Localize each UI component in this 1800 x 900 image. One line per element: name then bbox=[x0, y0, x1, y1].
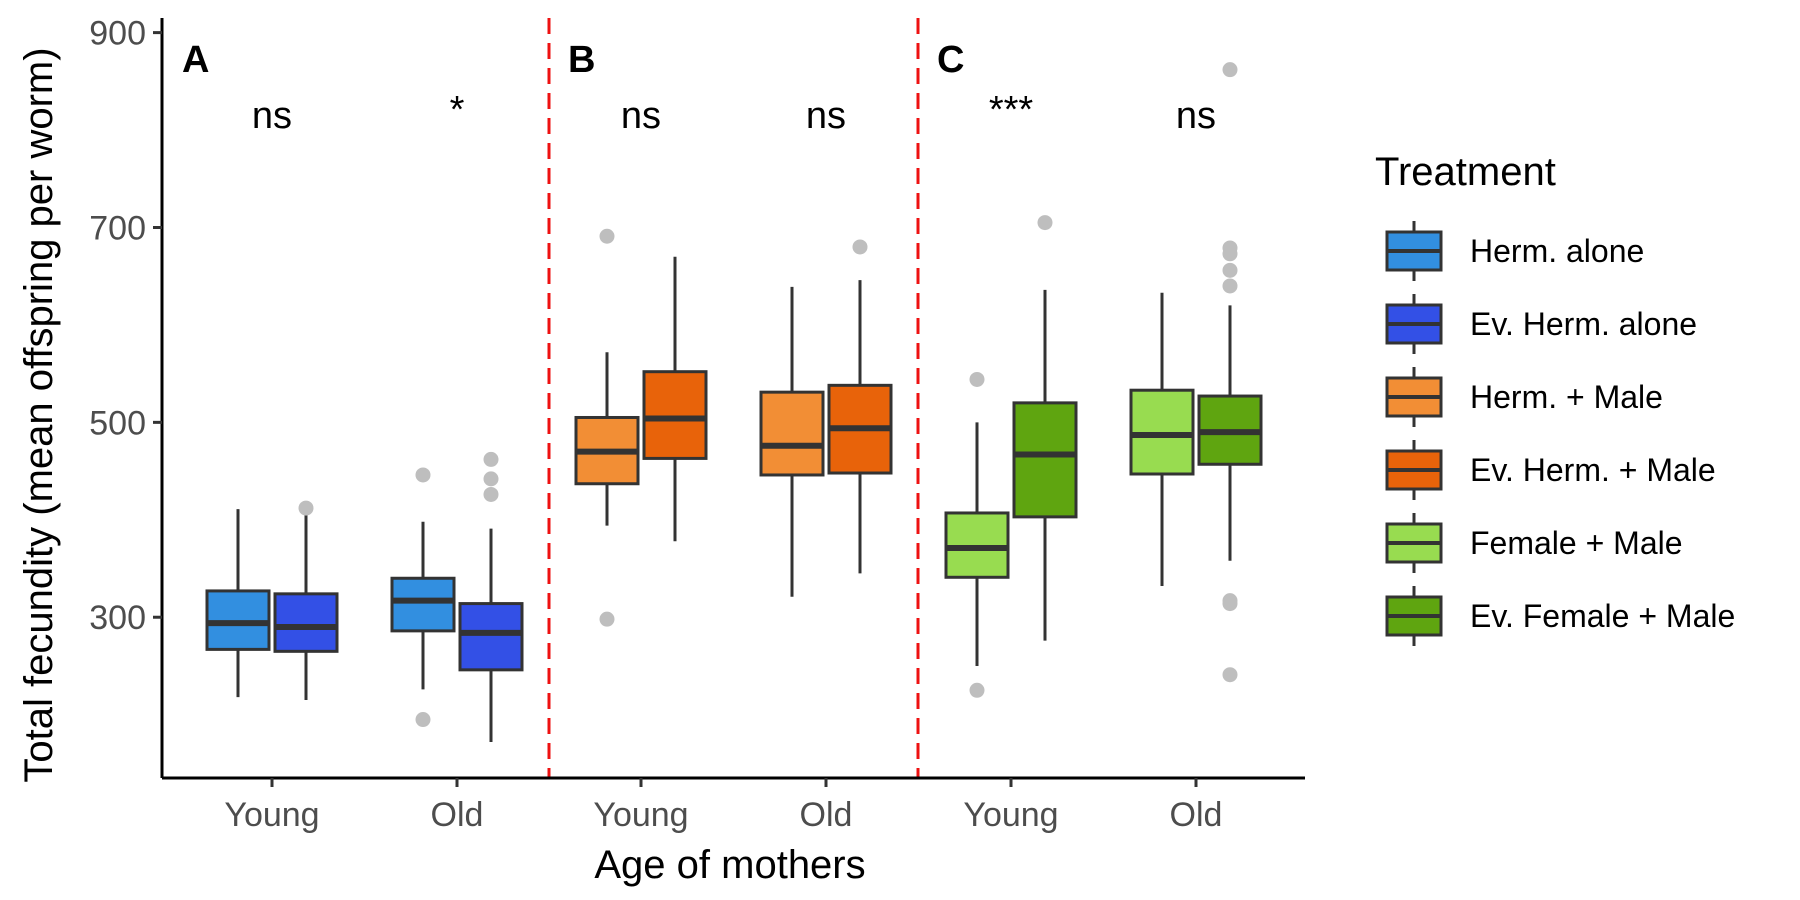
legend-title: Treatment bbox=[1375, 150, 1556, 194]
legend-item: Ev. Herm. + Male bbox=[1385, 440, 1716, 500]
box-10 bbox=[1012, 215, 1078, 641]
legend-label: Herm. alone bbox=[1470, 233, 1644, 269]
x-tick-label: Young bbox=[963, 796, 1058, 834]
outlier-point bbox=[1222, 240, 1238, 256]
panel-labels: A B C bbox=[182, 39, 964, 81]
outlier-point bbox=[483, 471, 499, 487]
significance-label: *** bbox=[989, 89, 1034, 131]
box-9 bbox=[944, 371, 1010, 698]
box-7 bbox=[759, 286, 825, 597]
panel-label-B: B bbox=[568, 39, 595, 81]
significance-label: ns bbox=[806, 95, 846, 137]
box-2 bbox=[273, 500, 339, 701]
outlier-point bbox=[415, 467, 431, 483]
x-tick-label: Old bbox=[1170, 796, 1223, 834]
significance-label: ns bbox=[621, 95, 661, 137]
x-axis-title: Age of mothers bbox=[594, 843, 865, 887]
outlier-point bbox=[1037, 215, 1053, 231]
box-12 bbox=[1197, 62, 1263, 683]
box-5 bbox=[574, 228, 640, 627]
legend-label: Ev. Herm. alone bbox=[1470, 306, 1697, 342]
outlier-point bbox=[1222, 667, 1238, 683]
legend-label: Ev. Herm. + Male bbox=[1470, 452, 1716, 488]
box-11 bbox=[1129, 292, 1195, 587]
box-body bbox=[458, 602, 524, 672]
outlier-point bbox=[599, 611, 615, 627]
box-body bbox=[273, 592, 339, 653]
legend-label: Herm. + Male bbox=[1470, 379, 1663, 415]
legend: Treatment Herm. alone Ev. Herm. alone Herm.… bbox=[1375, 150, 1735, 646]
axes: 300 500 700 900 Young Old Young Old Young Old bbox=[89, 15, 1305, 834]
box-3 bbox=[390, 467, 456, 728]
outlier-point bbox=[599, 228, 615, 244]
significance-label: ns bbox=[252, 95, 292, 137]
y-tick-label: 700 bbox=[89, 209, 146, 247]
legend-item: Herm. alone bbox=[1385, 221, 1644, 281]
legend-item: Ev. Female + Male bbox=[1385, 586, 1735, 646]
outlier-point bbox=[852, 239, 868, 255]
y-tick-label: 300 bbox=[89, 599, 146, 637]
outlier-point bbox=[1222, 262, 1238, 278]
outlier-point bbox=[298, 500, 314, 516]
outlier-point bbox=[1222, 593, 1238, 609]
significance-label: ns bbox=[1176, 95, 1216, 137]
box-body bbox=[642, 370, 708, 460]
significance-label: * bbox=[450, 89, 465, 131]
outlier-point bbox=[483, 486, 499, 502]
box-body bbox=[759, 390, 825, 477]
x-tick-label: Young bbox=[593, 796, 688, 834]
outlier-point bbox=[483, 451, 499, 467]
legend-item: Female + Male bbox=[1385, 513, 1683, 573]
x-tick-label: Young bbox=[224, 796, 319, 834]
outlier-point bbox=[1222, 62, 1238, 78]
outlier-point bbox=[415, 712, 431, 728]
legend-label: Female + Male bbox=[1470, 525, 1683, 561]
y-axis-title: Total fecundity (mean offspring per worm… bbox=[17, 47, 61, 782]
legend-item: Herm. + Male bbox=[1385, 367, 1663, 427]
significance-labels: ns * ns ns *** ns bbox=[252, 89, 1216, 137]
y-tick-label: 900 bbox=[89, 15, 146, 53]
x-tick-label: Old bbox=[800, 796, 853, 834]
plot-area bbox=[205, 62, 1263, 742]
outlier-point bbox=[969, 371, 985, 387]
legend-item: Ev. Herm. alone bbox=[1385, 294, 1697, 354]
x-tick-label: Old bbox=[431, 796, 484, 834]
panel-label-A: A bbox=[182, 39, 209, 81]
outlier-point bbox=[1222, 278, 1238, 294]
legend-label: Ev. Female + Male bbox=[1470, 598, 1735, 634]
panel-label-C: C bbox=[937, 39, 964, 81]
box-8 bbox=[827, 239, 893, 574]
box-6 bbox=[642, 256, 708, 542]
box-body bbox=[390, 576, 456, 633]
box-body bbox=[1012, 401, 1078, 519]
y-tick-label: 500 bbox=[89, 404, 146, 442]
box-4 bbox=[458, 451, 524, 742]
box-1 bbox=[205, 509, 271, 698]
outlier-point bbox=[969, 682, 985, 698]
